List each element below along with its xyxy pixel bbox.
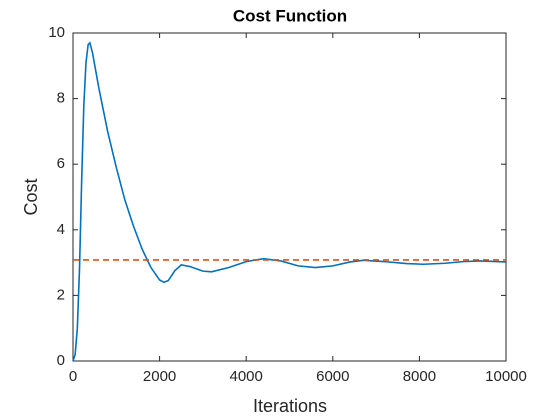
y-tick-label: 10 xyxy=(48,24,65,41)
y-tick-label: 0 xyxy=(57,352,65,369)
y-tick-label: 2 xyxy=(57,286,65,303)
y-tick-label: 8 xyxy=(57,90,65,107)
y-tick-label: 4 xyxy=(57,221,65,238)
x-tick-label: 2000 xyxy=(143,368,176,385)
x-tick-label: 4000 xyxy=(230,368,263,385)
chart-title: Cost Function xyxy=(233,6,347,25)
x-tick-label: 8000 xyxy=(403,368,436,385)
series-line xyxy=(72,41,507,362)
y-axis-label: Cost xyxy=(21,178,41,215)
x-tick-label: 10000 xyxy=(485,368,527,385)
x-tick-label: 0 xyxy=(69,368,77,385)
y-tick-label: 6 xyxy=(57,155,65,172)
axes-box xyxy=(72,32,507,362)
x-axis-label: Iterations xyxy=(253,396,327,416)
x-tick-label: 6000 xyxy=(316,368,349,385)
